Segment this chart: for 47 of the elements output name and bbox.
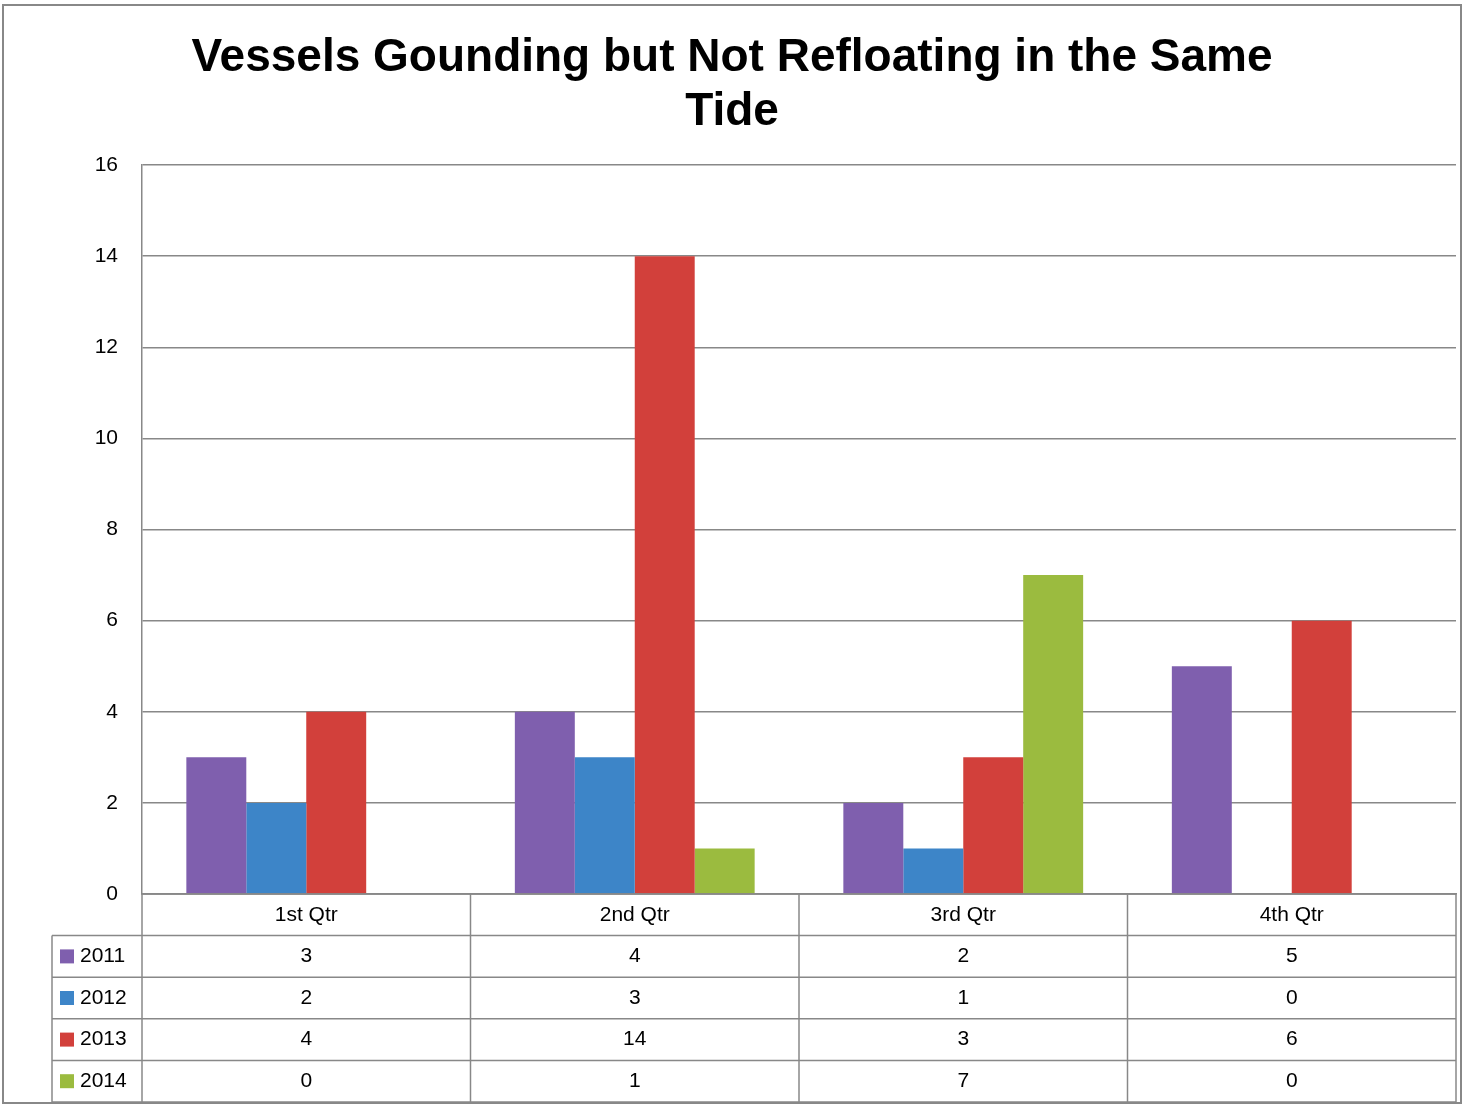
bar xyxy=(1171,666,1232,894)
y-tick-label: 0 xyxy=(106,880,118,904)
y-tick-label: 4 xyxy=(106,698,119,722)
bar xyxy=(246,802,307,894)
chart-title: Vessels Gounding but Not Refloating in the Same Tide xyxy=(190,28,1274,136)
data-label: 2 xyxy=(300,984,313,1008)
y-tick-label: 6 xyxy=(106,607,118,631)
bar xyxy=(514,711,575,894)
data-label: 5 xyxy=(1285,943,1298,967)
y-tick-label: 10 xyxy=(94,425,118,449)
data-label: 6 xyxy=(1285,1026,1298,1050)
data-label: 0 xyxy=(1285,984,1298,1008)
x-tick-label: 2nd Qtr xyxy=(599,901,670,925)
legend-label: 2012 xyxy=(80,984,127,1008)
data-label: 0 xyxy=(300,1068,313,1091)
bar xyxy=(306,711,367,894)
x-tick-label: 4th Qtr xyxy=(1259,901,1324,925)
y-tick-label: 14 xyxy=(94,242,119,266)
bar xyxy=(903,848,964,894)
bar xyxy=(963,757,1024,894)
data-label: 1 xyxy=(628,1068,641,1091)
data-label: 1 xyxy=(957,984,970,1008)
data-label: 4 xyxy=(628,943,641,967)
bar xyxy=(634,256,695,894)
y-tick-label: 2 xyxy=(106,789,118,813)
data-label: 7 xyxy=(957,1068,970,1091)
data-label: 14 xyxy=(623,1026,647,1050)
bar xyxy=(843,802,904,894)
data-label: 3 xyxy=(300,943,313,967)
bar xyxy=(694,848,755,894)
data-label: 4 xyxy=(300,1026,313,1050)
y-tick-label: 12 xyxy=(94,334,118,358)
x-tick-label: 3rd Qtr xyxy=(930,901,996,925)
data-label: 3 xyxy=(957,1026,970,1050)
bar xyxy=(1023,575,1084,894)
legend-label: 2013 xyxy=(80,1026,127,1050)
x-tick-label: 1st Qtr xyxy=(274,901,338,925)
data-label: 0 xyxy=(1285,1068,1298,1091)
bar xyxy=(1291,620,1352,894)
data-label: 2 xyxy=(957,943,970,967)
bar xyxy=(186,757,247,894)
y-tick-label: 16 xyxy=(94,151,118,175)
bar xyxy=(574,757,635,894)
data-label: 3 xyxy=(628,984,641,1008)
legend-label: 2011 xyxy=(80,943,126,967)
legend-label: 2014 xyxy=(80,1068,128,1091)
y-tick-label: 8 xyxy=(106,516,118,540)
